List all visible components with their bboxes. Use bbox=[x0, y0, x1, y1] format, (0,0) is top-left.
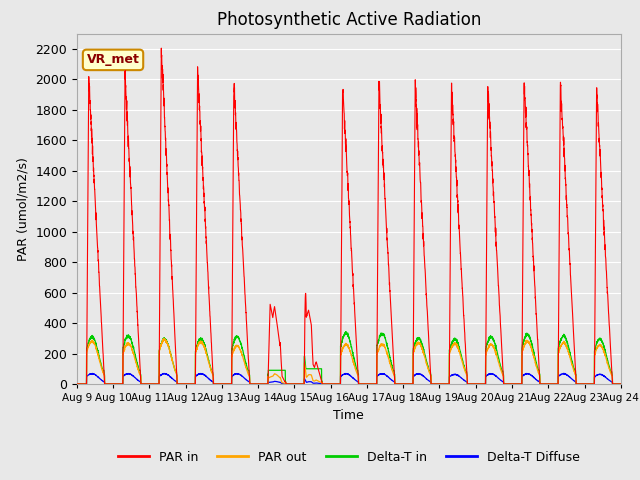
Legend: PAR in, PAR out, Delta-T in, Delta-T Diffuse: PAR in, PAR out, Delta-T in, Delta-T Dif… bbox=[113, 446, 585, 469]
Y-axis label: PAR (umol/m2/s): PAR (umol/m2/s) bbox=[17, 157, 29, 261]
X-axis label: Time: Time bbox=[333, 408, 364, 421]
Title: Photosynthetic Active Radiation: Photosynthetic Active Radiation bbox=[216, 11, 481, 29]
Text: VR_met: VR_met bbox=[86, 53, 140, 66]
